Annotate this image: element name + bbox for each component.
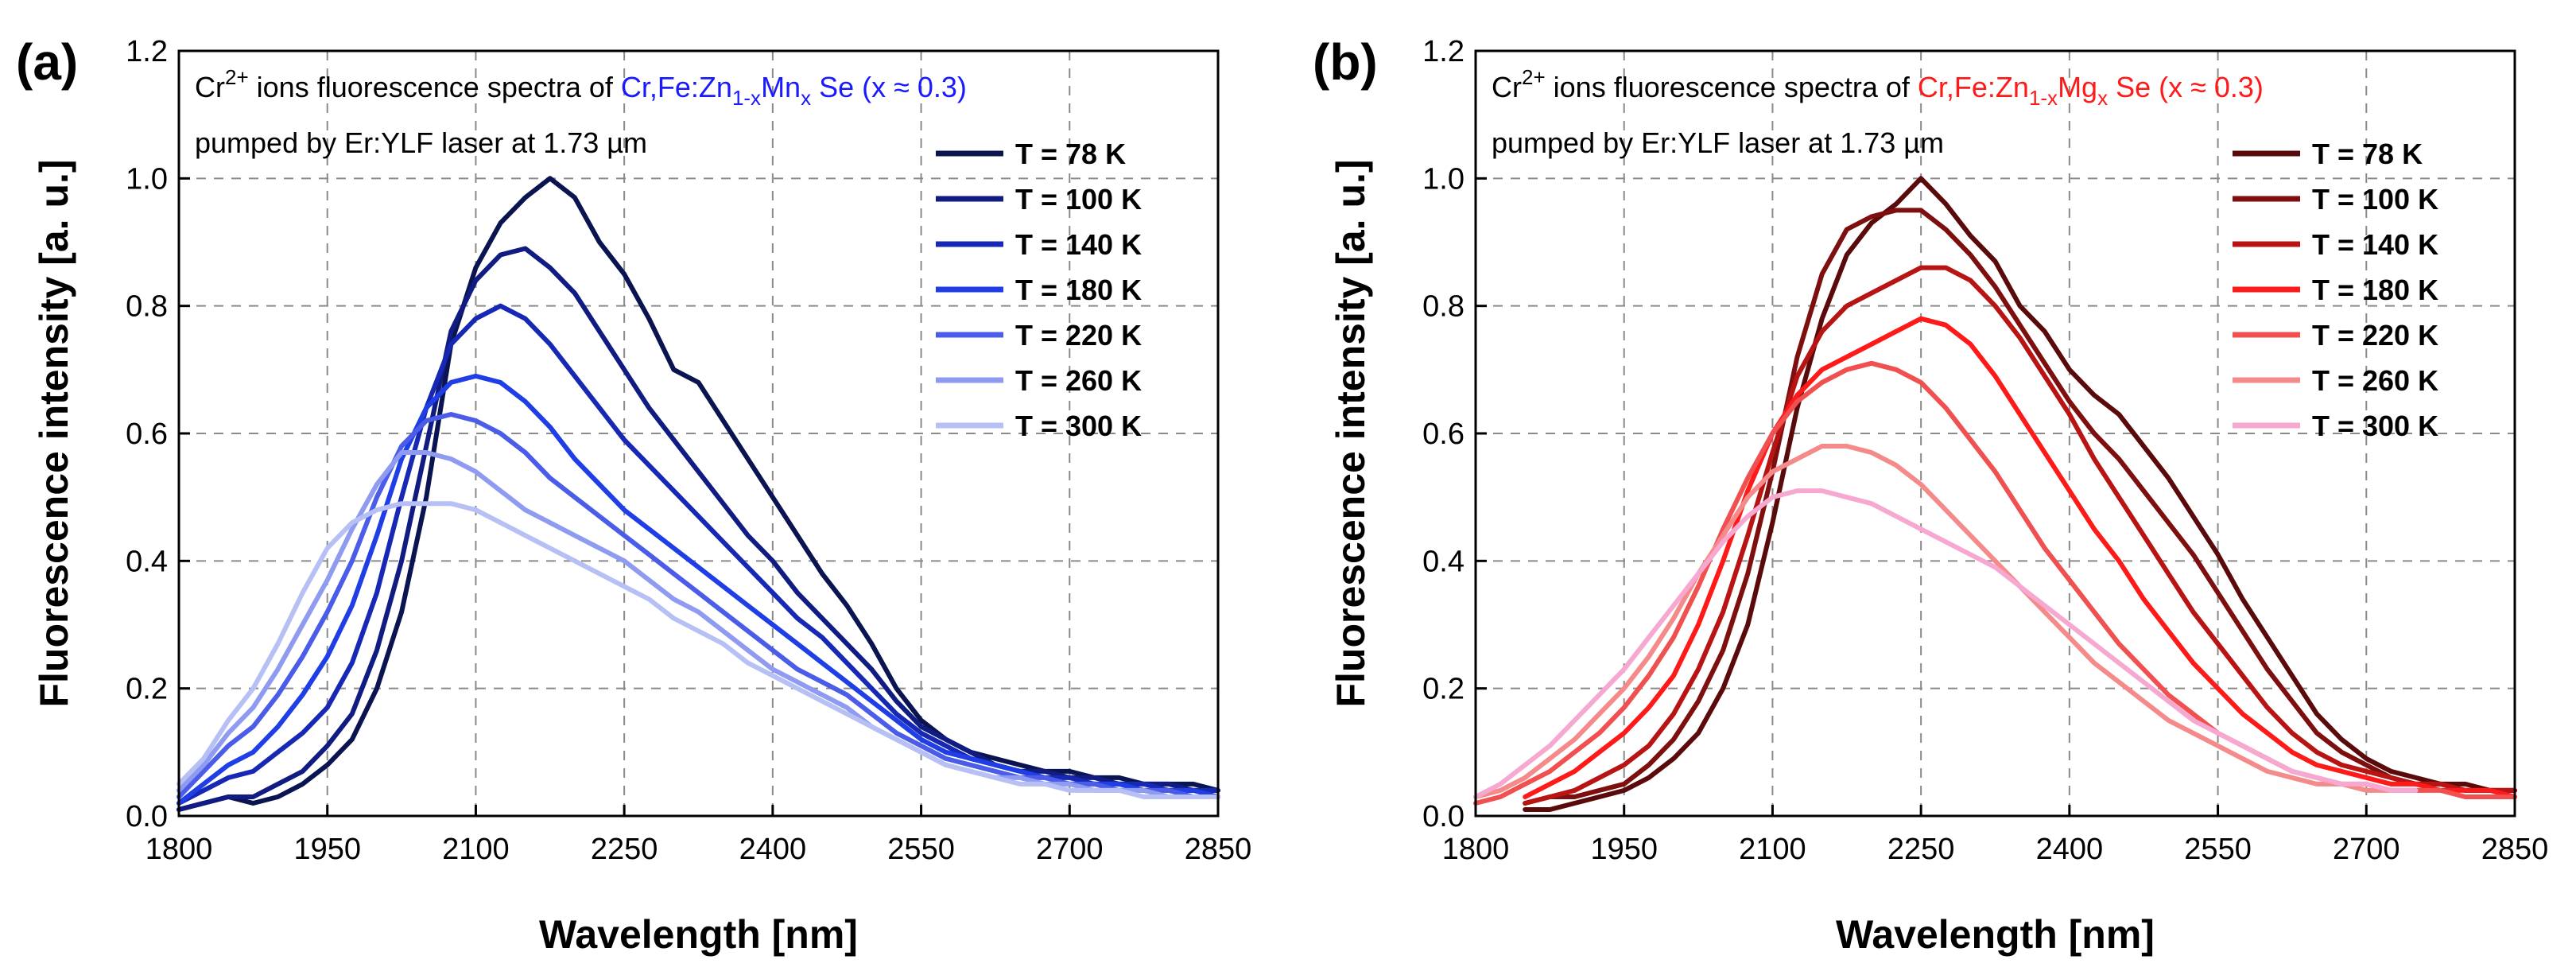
y-axis-title: Fluorescence intensity [a. u.]: [1329, 159, 1373, 707]
x-axis-title: Wavelength [nm]: [1836, 912, 2155, 957]
legend: T = 78 K T = 100 K T = 140 K T = 180 K T = 2…: [2233, 138, 2438, 442]
series-line-5: [1473, 444, 2419, 799]
y-tick-label: 0.2: [1422, 673, 1465, 706]
x-tick-label: 2400: [2036, 833, 2104, 866]
series-line-0: [1523, 176, 2517, 812]
legend-label: T = 78 K: [2312, 138, 2423, 170]
y-tick-label: 0.6: [1422, 418, 1465, 451]
legend: T = 78 K T = 100 K T = 140 K T = 180 K T = 2…: [936, 138, 1142, 442]
x-tick-label: 2850: [2481, 833, 2549, 866]
x-tick-label: 1950: [293, 833, 361, 866]
chart-panel-b: 1800 1950 2100 2250 2400 2550 2700 2850 0.0 0.2 0.…: [1313, 33, 2548, 957]
legend-label: T = 140 K: [1015, 228, 1142, 261]
series-line-6: [1473, 488, 2419, 799]
x-tick-label: 1800: [145, 833, 213, 866]
legend-label: T = 78 K: [1015, 138, 1126, 170]
series-line-3: [1523, 316, 2517, 799]
legend-label: T = 300 K: [2312, 410, 2438, 442]
y-tick-label: 0.8: [126, 290, 168, 324]
series-line-6: [177, 501, 1220, 799]
annotation-line-2: pumped by Er:YLF laser at 1.73 µm: [1492, 126, 1944, 159]
x-tick-label: 2850: [1185, 833, 1252, 866]
series-line-1: [177, 246, 1220, 812]
legend-label: T = 180 K: [2312, 274, 2438, 306]
legend-label: T = 180 K: [1015, 274, 1142, 306]
legend-label: T = 300 K: [1015, 410, 1142, 442]
series-line-1: [1523, 208, 2517, 806]
legend-label: T = 220 K: [1015, 319, 1142, 352]
x-tick-label: 2250: [1887, 833, 1955, 866]
x-tick-label: 2100: [442, 833, 510, 866]
series-line-4: [177, 412, 1220, 799]
chart-panel-a: 1800 1950 2100 2250 2400 2550 2700 2850 0.0 0.2 0.…: [16, 33, 1251, 957]
legend-label: T = 100 K: [2312, 183, 2438, 216]
x-tick-label: 1950: [1590, 833, 1658, 866]
x-tick-label: 2700: [2333, 833, 2400, 866]
y-tick-label: 0.4: [126, 545, 168, 578]
legend-label: T = 260 K: [1015, 364, 1142, 397]
x-tick-label: 2550: [2184, 833, 2252, 866]
x-tick-label: 2400: [739, 833, 807, 866]
y-tick-label: 0.0: [126, 800, 168, 833]
x-tick-label: 1800: [1442, 833, 1510, 866]
y-tick-label: 0.6: [126, 418, 168, 451]
y-axis-title: Fluorescence intensity [a. u.]: [32, 159, 76, 707]
y-tick-label: 1.2: [126, 35, 168, 68]
annotation-line-2: pumped by Er:YLF laser at 1.73 µm: [195, 126, 647, 159]
y-tick-label: 0.2: [126, 673, 168, 706]
series-line-2: [1523, 265, 2517, 806]
annotation-line-1: Cr2+ ions fluorescence spectra of Cr,Fe:…: [1492, 65, 2264, 110]
y-tick-label: 0.8: [1422, 290, 1465, 324]
y-tick-label: 1.0: [1422, 162, 1465, 196]
y-tick-label: 0.4: [1422, 545, 1465, 578]
legend-label: T = 220 K: [2312, 319, 2438, 352]
x-tick-label: 2550: [887, 833, 955, 866]
x-tick-label: 2700: [1036, 833, 1104, 866]
legend-label: T = 140 K: [2312, 228, 2438, 261]
x-tick-label: 2100: [1739, 833, 1806, 866]
y-tick-label: 1.0: [126, 162, 168, 196]
x-tick-label: 2250: [591, 833, 658, 866]
series-line-5: [177, 450, 1220, 799]
panel-label: (b): [1313, 33, 1378, 91]
y-tick-label: 1.2: [1422, 35, 1465, 68]
y-tick-label: 0.0: [1422, 800, 1465, 833]
x-axis-title: Wavelength [nm]: [539, 912, 858, 957]
legend-label: T = 100 K: [1015, 183, 1142, 216]
legend-label: T = 260 K: [2312, 364, 2438, 397]
panel-label: (a): [16, 33, 78, 91]
annotation-line-1: Cr2+ ions fluorescence spectra of Cr,Fe:…: [195, 65, 967, 110]
